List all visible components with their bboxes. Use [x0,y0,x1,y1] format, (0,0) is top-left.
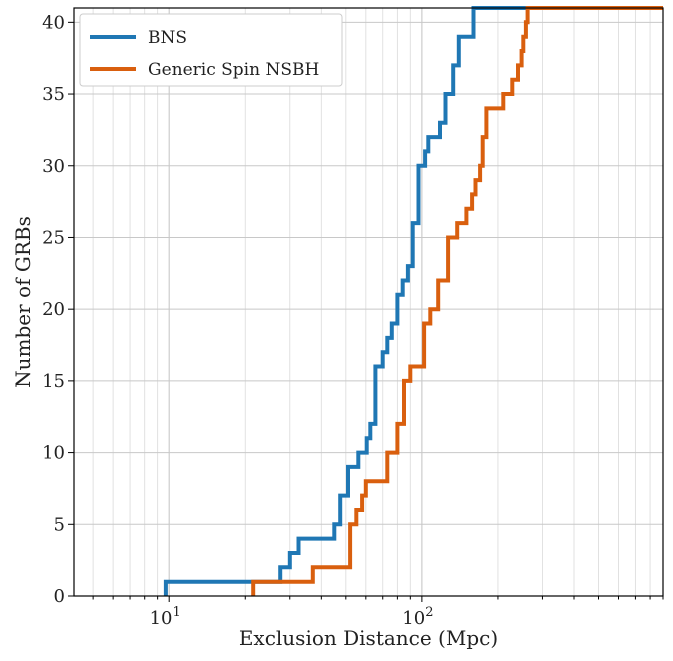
y-tick-label: 25 [42,227,65,248]
y-tick-label: 15 [42,371,65,392]
y-tick-label: 40 [42,12,65,33]
x-tick-label: 101 [150,605,181,629]
y-tick-label: 10 [42,443,65,464]
ticks: 101 102 0 5 10 15 20 25 30 35 40 [42,12,664,629]
y-axis-title: Number of GRBs [11,216,35,388]
y-tick-label: 30 [42,156,65,177]
y-tick-label: 35 [42,84,65,105]
legend-box [79,13,343,87]
y-tick-label: 0 [54,586,65,607]
legend-label-nsbh: Generic Spin NSBH [148,60,319,80]
x-tick-label: 102 [402,605,433,629]
series-line-nsbh [251,6,663,596]
legend: BNS Generic Spin NSBH [79,13,343,87]
y-tick-label: 5 [54,514,65,535]
legend-label-bns: BNS [148,28,187,48]
plot-frame [73,7,664,597]
y-tick-label: 20 [42,299,65,320]
series-layer [163,6,663,596]
series-line-bns [163,6,663,596]
x-axis-title: Exclusion Distance (Mpc) [239,626,498,650]
